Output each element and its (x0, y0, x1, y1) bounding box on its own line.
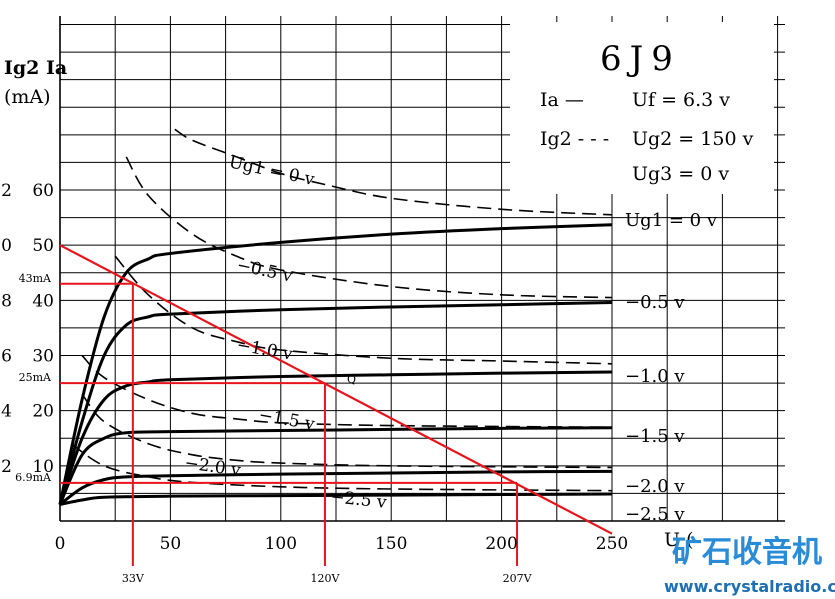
x-tick-label: 250 (596, 534, 628, 554)
x-tick-label: 100 (265, 534, 297, 554)
ig2-curve-label: −1.0 v (235, 335, 294, 365)
legend-ia: Ia — (540, 89, 584, 111)
ig2-curve (70, 443, 613, 492)
ia-curve-label: −0.5 v (625, 292, 685, 313)
legend-ug2: Ug2 = 150 v (632, 128, 754, 150)
y-axis-unit: (mA) (4, 86, 51, 108)
ig2-curve (81, 354, 613, 429)
ia-curve-label: −1.0 v (625, 366, 685, 387)
y-tick-label-ia: 30 (32, 347, 54, 367)
ia-curve-label: Ug1 = 0 v (625, 210, 718, 231)
x-tick-label: 50 (160, 534, 182, 554)
ia-curve-label: −2.0 v (625, 476, 685, 497)
y-tick-label-ig2: 6 (1, 347, 12, 367)
load-line-annotations: 33V 43mA 120V 25mA Q 207V 6.9mA (15, 244, 613, 585)
x-tick-label: 200 (485, 534, 517, 554)
y-tick-label-ig2: 10 (0, 236, 12, 256)
y-tick-label-ig2: 12 (0, 181, 12, 201)
y-tick-label-ig2: 4 (1, 402, 12, 422)
ia-curve (58, 370, 613, 505)
operating-point-q-label: Q (347, 373, 356, 386)
ig2-curve (174, 128, 613, 216)
ia-curve (59, 492, 613, 506)
operating-point-x-label: 120V (310, 572, 340, 585)
x-tick-label: 0 (55, 534, 66, 554)
ia-curve (58, 223, 613, 505)
legend-ug3: Ug3 = 0 v (632, 163, 729, 185)
ig2-curve-label: −0.5 v (235, 255, 295, 286)
operating-point-y-label: 25mA (19, 371, 52, 384)
legend-ig2: Ig2 - - - (540, 128, 609, 150)
legend-box (510, 22, 774, 194)
operating-point-x-label: 207V (503, 572, 533, 585)
ig2-curve-label: Ug1 = 0 v (227, 152, 317, 190)
x-axis-label: U ( (664, 529, 693, 551)
x-tick-label: 150 (375, 534, 407, 554)
curve-labels: Ug1 = 0 v −0.5 v −1.0 v −1.5 v −2.0 v −2.5 v U… (183, 152, 718, 525)
ig2-curve (114, 255, 613, 365)
chart-title: 6J9 (600, 39, 681, 79)
ig2-curve (81, 393, 613, 469)
watermark-cn: 矿石收音机 (672, 535, 822, 570)
y-tick-label-ia: 60 (32, 181, 54, 201)
ia-curve (58, 426, 613, 506)
load-line (59, 244, 613, 535)
y-tick-label-ia: 20 (32, 402, 54, 422)
anode-current-curves (58, 223, 613, 506)
y-axis-label: Ig2 Ia (4, 57, 67, 79)
y-tick-label-ia: 50 (32, 236, 54, 256)
y-tick-label-ig2: 2 (1, 457, 12, 477)
ig2-curve-label: −2.5 v (329, 487, 387, 513)
tick-labels: 0 50 100 150 200 250 10 20 30 40 50 60 2 4 6 8 10 12 (0, 181, 628, 554)
watermark-url: www.crystalradio.cn (664, 577, 835, 596)
operating-point-y-label: 43mA (19, 272, 52, 285)
ia-curve-label: −1.5 v (625, 426, 685, 447)
ig2-curve (125, 156, 613, 299)
legend-uf: Uf = 6.3 v (632, 89, 730, 111)
operating-point-y-label: 6.9mA (15, 471, 52, 484)
y-tick-label-ia: 40 (32, 291, 54, 311)
operating-point-x-label: 33V (122, 572, 145, 585)
ia-curve-label: −2.5 v (625, 504, 685, 525)
y-tick-label-ig2: 8 (1, 291, 12, 311)
screen-current-curves (70, 128, 613, 492)
ia-curve (58, 301, 613, 505)
y-tick-label-ia: 10 (32, 457, 54, 477)
